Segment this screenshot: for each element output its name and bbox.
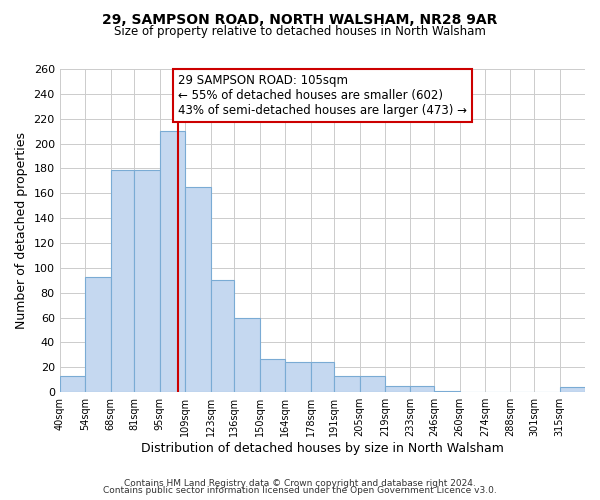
Bar bbox=[334, 376, 359, 392]
Y-axis label: Number of detached properties: Number of detached properties bbox=[15, 132, 28, 329]
Bar bbox=[185, 187, 211, 392]
Bar bbox=[410, 386, 434, 392]
Text: 29 SAMPSON ROAD: 105sqm
← 55% of detached houses are smaller (602)
43% of semi-d: 29 SAMPSON ROAD: 105sqm ← 55% of detache… bbox=[178, 74, 467, 117]
Text: Contains HM Land Registry data © Crown copyright and database right 2024.: Contains HM Land Registry data © Crown c… bbox=[124, 478, 476, 488]
Bar bbox=[311, 362, 334, 392]
Bar bbox=[160, 131, 185, 392]
Bar bbox=[385, 386, 410, 392]
Bar bbox=[234, 318, 260, 392]
Bar bbox=[110, 170, 134, 392]
Bar bbox=[285, 362, 311, 392]
Bar bbox=[59, 376, 85, 392]
Text: Size of property relative to detached houses in North Walsham: Size of property relative to detached ho… bbox=[114, 25, 486, 38]
Bar bbox=[260, 358, 285, 392]
Bar bbox=[434, 391, 460, 392]
Bar bbox=[211, 280, 234, 392]
Bar bbox=[560, 387, 585, 392]
X-axis label: Distribution of detached houses by size in North Walsham: Distribution of detached houses by size … bbox=[141, 442, 504, 455]
Text: 29, SAMPSON ROAD, NORTH WALSHAM, NR28 9AR: 29, SAMPSON ROAD, NORTH WALSHAM, NR28 9A… bbox=[103, 12, 497, 26]
Bar bbox=[85, 276, 110, 392]
Bar bbox=[134, 170, 160, 392]
Bar bbox=[359, 376, 385, 392]
Text: Contains public sector information licensed under the Open Government Licence v3: Contains public sector information licen… bbox=[103, 486, 497, 495]
